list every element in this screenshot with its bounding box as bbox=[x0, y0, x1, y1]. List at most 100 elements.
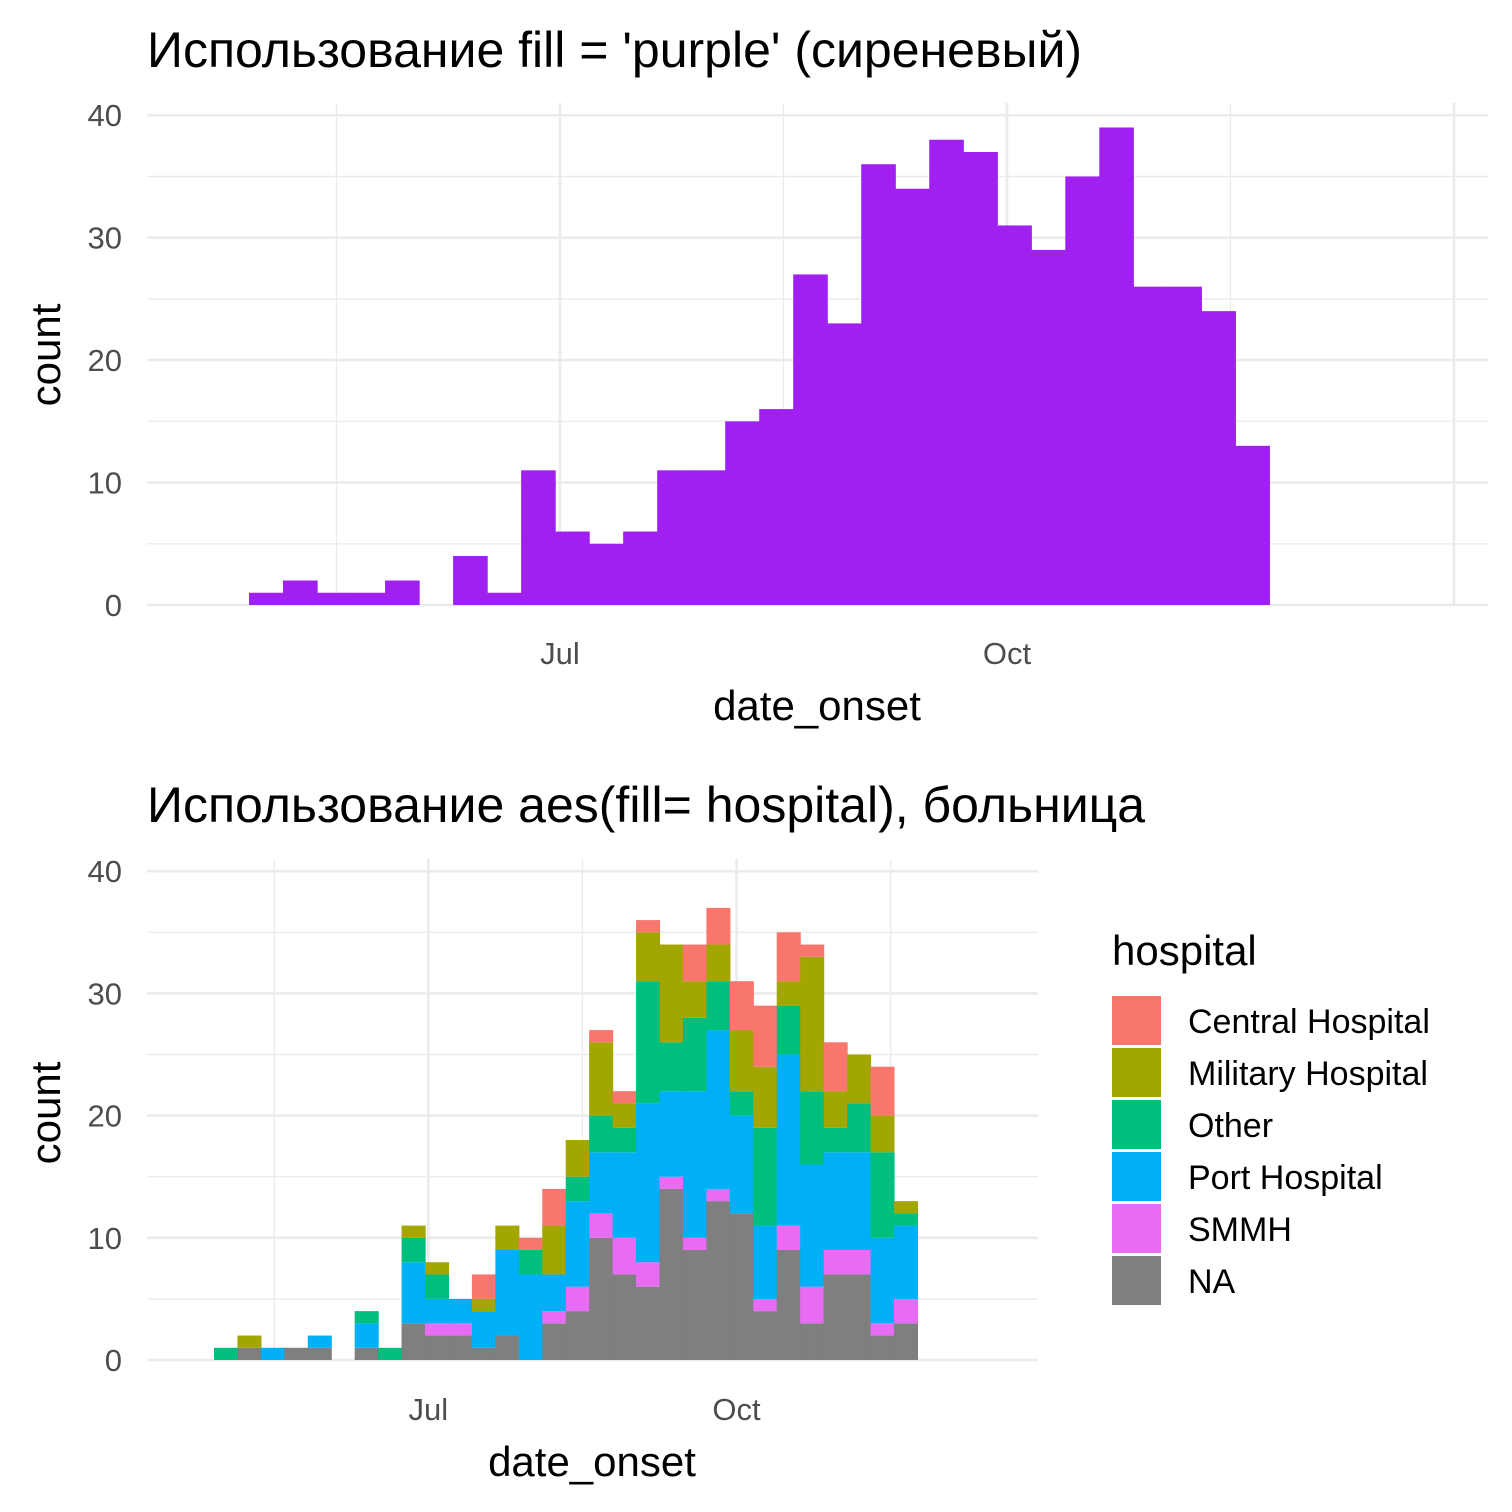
x-tick-label: Jul bbox=[409, 1392, 449, 1427]
bar-segment bbox=[800, 1286, 825, 1324]
legend-item: Port Hospital bbox=[1112, 1152, 1383, 1201]
bar-segment bbox=[729, 1115, 754, 1214]
legend-item: Other bbox=[1112, 1100, 1273, 1149]
bar-segment bbox=[870, 1152, 895, 1238]
bar-segment bbox=[706, 907, 731, 945]
histogram-bar bbox=[895, 188, 930, 605]
bar-segment bbox=[870, 1115, 895, 1153]
legend-label: Central Hospital bbox=[1188, 1003, 1430, 1041]
plot2-x-tick-labels: Jul Oct bbox=[409, 1392, 761, 1427]
bar-segment bbox=[612, 1152, 637, 1238]
bar-segment bbox=[800, 956, 825, 1092]
plot1-y-tick-labels: 0 10 20 30 40 bbox=[88, 98, 122, 623]
bar-segment bbox=[471, 1274, 496, 1299]
legend-items: Central Hospital Military Hospital Other Po… bbox=[1112, 996, 1430, 1305]
bar-segment bbox=[401, 1262, 426, 1324]
bar-segment bbox=[659, 1188, 684, 1360]
y-tick-label: 10 bbox=[88, 1221, 122, 1256]
bar-segment bbox=[284, 1347, 309, 1360]
bar-segment bbox=[589, 1030, 614, 1043]
y-tick-label: 20 bbox=[88, 343, 122, 378]
bar-segment bbox=[518, 1237, 543, 1251]
histogram-bar bbox=[691, 470, 726, 605]
bar-segment bbox=[495, 1225, 520, 1251]
histogram-bar bbox=[385, 580, 420, 605]
bar-segment bbox=[565, 1201, 590, 1287]
bar-segment bbox=[847, 1103, 872, 1153]
bar-segment bbox=[776, 1225, 801, 1251]
bar-segment bbox=[612, 1237, 637, 1275]
bar-segment bbox=[612, 1127, 637, 1153]
bar-segment bbox=[636, 1286, 661, 1360]
legend-swatch bbox=[1112, 1048, 1161, 1097]
bar-segment bbox=[636, 1262, 661, 1287]
legend-item: SMMH bbox=[1112, 1204, 1292, 1253]
bar-segment bbox=[448, 1298, 473, 1324]
histogram-bar bbox=[351, 592, 386, 605]
x-tick-label: Jul bbox=[540, 636, 580, 671]
legend-item: Military Hospital bbox=[1112, 1048, 1428, 1097]
bar-segment bbox=[589, 1042, 614, 1116]
histogram-bar bbox=[861, 164, 896, 605]
plot2-bars bbox=[213, 907, 919, 1360]
bar-segment bbox=[706, 1030, 731, 1189]
y-tick-label: 10 bbox=[88, 466, 122, 501]
bar-segment bbox=[401, 1225, 426, 1238]
histogram-bar bbox=[317, 592, 352, 605]
bar-segment bbox=[565, 1140, 590, 1177]
bar-segment bbox=[847, 1250, 872, 1275]
histogram-bar bbox=[453, 556, 488, 605]
bar-segment bbox=[354, 1347, 379, 1360]
plot1-y-axis-title: count bbox=[22, 303, 69, 406]
histogram-bar bbox=[929, 139, 964, 606]
x-tick-label: Oct bbox=[983, 636, 1032, 671]
bar-segment bbox=[307, 1347, 332, 1360]
bar-segment bbox=[893, 1323, 919, 1360]
bar-segment bbox=[448, 1323, 473, 1336]
legend-label: Military Hospital bbox=[1188, 1055, 1428, 1093]
bar-segment bbox=[800, 1164, 825, 1287]
bar-segment bbox=[870, 1237, 895, 1324]
bar-segment bbox=[542, 1188, 567, 1226]
bar-segment bbox=[800, 1323, 825, 1360]
bar-segment bbox=[659, 944, 684, 1043]
bar-segment bbox=[753, 1005, 778, 1067]
bar-segment bbox=[776, 932, 801, 982]
plot1-x-axis-title: date_onset bbox=[713, 682, 921, 729]
bar-segment bbox=[847, 1054, 872, 1104]
histogram-bar bbox=[623, 531, 658, 605]
bar-segment bbox=[425, 1298, 450, 1324]
bar-segment bbox=[682, 1091, 707, 1238]
bar-segment bbox=[542, 1323, 567, 1360]
bar-segment bbox=[870, 1323, 895, 1336]
bar-segment bbox=[659, 1176, 684, 1189]
bar-segment bbox=[870, 1066, 895, 1116]
bar-segment bbox=[495, 1335, 520, 1360]
bar-segment bbox=[425, 1274, 450, 1299]
histogram-bar bbox=[1099, 127, 1134, 606]
bar-segment bbox=[659, 1091, 684, 1177]
bar-segment bbox=[729, 1213, 754, 1360]
bar-segment bbox=[729, 1091, 754, 1116]
legend-label: Other bbox=[1188, 1107, 1273, 1145]
histogram-bar bbox=[759, 409, 794, 605]
y-tick-label: 30 bbox=[88, 221, 122, 256]
histogram-bar bbox=[793, 274, 828, 605]
legend-label: SMMH bbox=[1188, 1211, 1292, 1249]
bar-segment bbox=[636, 932, 661, 982]
bar-segment bbox=[729, 981, 754, 1031]
panel-purple-histogram: 0 10 20 30 40 Jul Oct Использование fill = 'p… bbox=[22, 22, 1488, 729]
bar-segment bbox=[776, 1250, 801, 1360]
histogram-bar bbox=[249, 592, 284, 605]
legend-swatch bbox=[1112, 1152, 1161, 1201]
bar-segment bbox=[823, 1152, 848, 1251]
histogram-bar bbox=[725, 421, 760, 605]
bar-segment bbox=[682, 1017, 707, 1092]
histogram-bar bbox=[1235, 445, 1270, 605]
bar-segment bbox=[893, 1213, 919, 1226]
bar-segment bbox=[870, 1335, 895, 1360]
panel-hospital-histogram: 0 10 20 30 40 Jul Oct Использование aes(fill=… bbox=[22, 777, 1430, 1485]
bar-segment bbox=[706, 1201, 731, 1360]
